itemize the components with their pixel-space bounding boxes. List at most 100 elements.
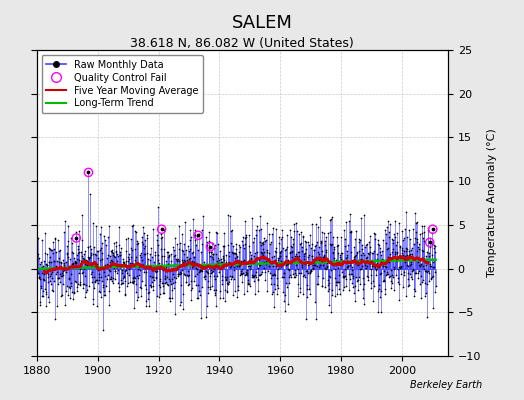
- Point: [285, 274, 293, 280]
- Point: [354, 262, 362, 268]
- Point: [247, 252, 255, 259]
- Point: [249, 239, 257, 245]
- Point: [271, 244, 280, 251]
- Point: [383, 271, 391, 277]
- Point: [42, 291, 50, 297]
- Point: [363, 272, 371, 279]
- Point: [297, 270, 305, 276]
- Point: [152, 292, 161, 299]
- Point: [391, 248, 399, 255]
- Point: [364, 249, 372, 256]
- Point: [35, 274, 43, 281]
- Point: [236, 272, 244, 278]
- Point: [384, 218, 392, 224]
- Point: [212, 228, 221, 235]
- Point: [236, 244, 244, 250]
- Point: [156, 276, 165, 282]
- Point: [172, 261, 181, 268]
- Point: [344, 262, 352, 269]
- Point: [83, 263, 91, 270]
- Point: [342, 255, 350, 261]
- Point: [80, 281, 89, 287]
- Point: [332, 282, 340, 288]
- Point: [84, 169, 93, 176]
- Point: [143, 262, 151, 268]
- Text: Berkeley Earth: Berkeley Earth: [410, 380, 482, 390]
- Point: [102, 283, 111, 290]
- Point: [402, 248, 410, 254]
- Point: [36, 276, 45, 282]
- Point: [271, 286, 279, 292]
- Point: [259, 241, 267, 247]
- Point: [183, 243, 192, 249]
- Point: [101, 292, 110, 298]
- Point: [319, 254, 328, 260]
- Point: [97, 294, 105, 300]
- Point: [85, 190, 94, 197]
- Point: [392, 258, 400, 264]
- Point: [138, 261, 147, 268]
- Point: [297, 228, 305, 235]
- Point: [308, 253, 316, 260]
- Point: [190, 254, 199, 260]
- Point: [101, 262, 109, 268]
- Point: [278, 234, 286, 240]
- Point: [67, 280, 75, 286]
- Point: [108, 248, 116, 255]
- Point: [277, 263, 286, 269]
- Point: [183, 272, 192, 279]
- Point: [301, 261, 309, 268]
- Point: [240, 245, 248, 251]
- Point: [335, 258, 343, 264]
- Point: [138, 278, 146, 284]
- Point: [264, 231, 272, 238]
- Point: [268, 231, 277, 238]
- Point: [159, 280, 167, 286]
- Point: [412, 229, 420, 236]
- Point: [179, 291, 188, 298]
- Point: [387, 278, 396, 284]
- Point: [367, 266, 375, 272]
- Point: [126, 279, 135, 285]
- Point: [36, 261, 44, 267]
- Point: [238, 279, 246, 286]
- Point: [333, 242, 341, 249]
- Point: [306, 232, 314, 238]
- Point: [40, 230, 49, 236]
- Point: [226, 213, 234, 219]
- Point: [226, 264, 235, 270]
- Point: [383, 269, 391, 275]
- Point: [347, 267, 356, 274]
- Point: [85, 254, 93, 261]
- Point: [426, 235, 434, 242]
- Point: [307, 267, 315, 273]
- Point: [116, 252, 124, 258]
- Point: [278, 274, 286, 280]
- Point: [169, 244, 178, 250]
- Point: [304, 254, 312, 260]
- Point: [329, 250, 337, 256]
- Point: [63, 250, 71, 256]
- Point: [72, 256, 81, 262]
- Point: [325, 286, 334, 292]
- Point: [320, 252, 328, 259]
- Point: [259, 235, 268, 241]
- Point: [346, 271, 355, 277]
- Point: [186, 227, 194, 233]
- Point: [70, 255, 79, 261]
- Point: [330, 246, 338, 252]
- Point: [400, 269, 408, 276]
- Point: [182, 247, 190, 253]
- Point: [347, 264, 356, 270]
- Point: [199, 263, 208, 269]
- Point: [395, 280, 403, 287]
- Point: [199, 262, 208, 269]
- Point: [192, 242, 201, 248]
- Point: [247, 214, 256, 221]
- Point: [222, 276, 230, 282]
- Point: [425, 239, 434, 246]
- Point: [333, 242, 342, 248]
- Point: [50, 258, 59, 264]
- Point: [222, 258, 230, 265]
- Point: [374, 288, 383, 294]
